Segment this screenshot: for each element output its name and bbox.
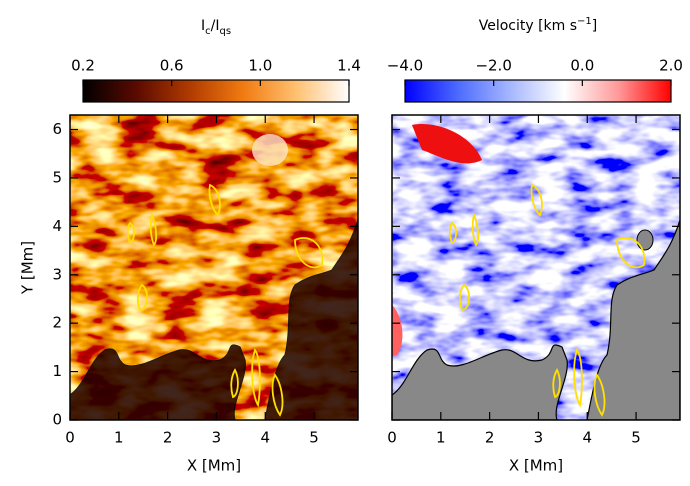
x-axis-label: X [Mm]	[187, 457, 241, 475]
colorbar-tick-label: 2.0	[659, 57, 683, 75]
x-tick-label: 5	[631, 429, 641, 447]
colorbar-label-part: ]	[592, 18, 597, 34]
image	[70, 115, 358, 420]
colorbar-label-part: c	[205, 26, 211, 37]
colorbar	[404, 79, 672, 103]
x-tick-label: 4	[582, 429, 592, 447]
y-tick-label: 3	[52, 265, 62, 283]
red-patch	[392, 305, 403, 355]
colorbar-tick-label: 1.4	[337, 57, 361, 75]
contour	[294, 237, 324, 269]
x-tick-label: 3	[534, 429, 544, 447]
y-tick-label: 4	[52, 217, 62, 235]
colorbar-tick-label: 0.6	[160, 57, 184, 75]
plot-frame	[391, 114, 681, 421]
features	[392, 124, 680, 420]
contour	[552, 368, 561, 399]
colorbar-label-part: Velocity [km s	[479, 18, 577, 34]
y-tick-label: 2	[52, 314, 62, 332]
colorbar-label: Velocity [km s−1]	[479, 16, 598, 34]
colorbar-label-part: /I	[211, 18, 220, 34]
colorbar-label-part: I	[201, 18, 205, 34]
y-tick-label: 1	[52, 362, 62, 380]
x-tick-label: 0	[387, 429, 397, 447]
x-tick-label: 1	[114, 429, 124, 447]
colorbar-tick-label: −2.0	[475, 57, 511, 75]
x-axis-label: X [Mm]	[509, 457, 563, 475]
colorbar-label-part: qs	[219, 26, 231, 37]
colorbar-label-part: −1	[577, 16, 592, 27]
masked-region	[392, 219, 680, 420]
contour	[471, 212, 480, 247]
y-tick-label: 5	[52, 168, 62, 186]
x-tick-label: 0	[65, 429, 75, 447]
contour	[530, 183, 543, 217]
colorbar-tick-label: 1.0	[248, 57, 272, 75]
x-tick-label: 5	[309, 429, 319, 447]
colorbar-tick-label: 0.0	[570, 57, 594, 75]
y-axis-label: Y [Mm]	[19, 241, 37, 295]
x-tick-label: 1	[436, 429, 446, 447]
bright-patch	[252, 134, 288, 166]
plot-frame	[69, 114, 359, 421]
y-tick-label: 6	[52, 120, 62, 138]
contour	[593, 373, 606, 417]
colorbar-tick-label: −4.0	[387, 57, 423, 75]
contour	[149, 212, 158, 247]
x-tick-label: 4	[260, 429, 270, 447]
contour	[616, 237, 646, 269]
gray-blob	[636, 229, 654, 251]
features	[70, 134, 358, 420]
contour	[230, 368, 239, 399]
x-tick-label: 3	[212, 429, 222, 447]
colorbar-label: Ic/Iqs	[201, 18, 231, 37]
x-tick-label: 2	[485, 429, 495, 447]
contour	[126, 221, 136, 245]
y-tick-label: 0	[52, 411, 62, 429]
contour	[271, 373, 284, 417]
contour	[251, 348, 261, 408]
contour	[573, 348, 583, 408]
contour	[208, 183, 221, 217]
x-tick-label: 2	[163, 429, 173, 447]
colorbar	[82, 79, 350, 103]
contour	[448, 221, 458, 245]
contour	[458, 283, 470, 311]
red-patch	[412, 124, 482, 164]
colorbar-tick-label: 0.2	[71, 57, 95, 75]
dark-region	[70, 219, 358, 420]
contour	[136, 283, 148, 311]
image	[392, 115, 680, 420]
